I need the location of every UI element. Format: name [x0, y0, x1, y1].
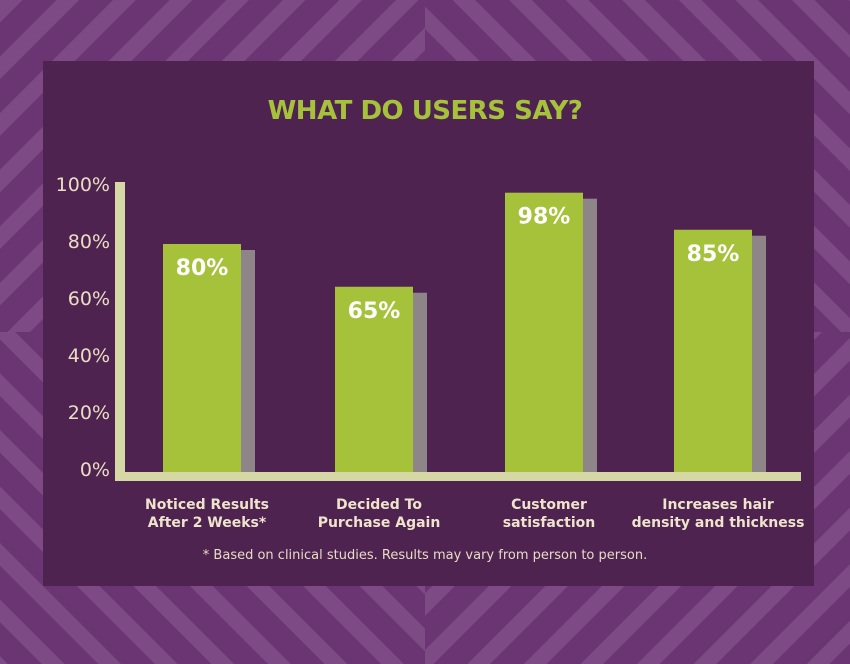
x-category-label-line: Noticed Results — [145, 497, 269, 513]
x-category-label: Decided To Purchase Again — [284, 496, 474, 532]
x-category-label-line: After 2 Weeks* — [147, 515, 267, 531]
x-category-label-line: Purchase Again — [317, 515, 441, 531]
bar-value-label: 80% — [176, 256, 229, 281]
x-category-label-line: satisfaction — [502, 515, 596, 531]
bar-value-label: 65% — [348, 299, 401, 324]
y-axis-line — [115, 182, 125, 478]
y-tick-label: 100% — [55, 174, 110, 196]
bar-value-label: 98% — [518, 205, 571, 230]
bar — [505, 192, 583, 472]
x-category-label: Customer satisfaction — [454, 496, 644, 532]
y-tick-label: 60% — [67, 288, 110, 310]
bar-value-label: 85% — [687, 242, 740, 267]
bar — [163, 244, 241, 472]
bar — [335, 286, 413, 472]
y-tick-label: 40% — [67, 345, 110, 367]
x-category-label-line: Decided To — [336, 497, 422, 513]
bar — [674, 229, 752, 472]
x-category-label: Increases hair density and thickness — [623, 496, 813, 532]
y-tick-label: 0% — [79, 459, 110, 481]
x-category-label-line: Increases hair — [662, 497, 774, 513]
chart-title: WHAT DO USERS SAY? — [267, 96, 583, 126]
y-tick-label: 20% — [67, 402, 110, 424]
footnote: * Based on clinical studies. Results may… — [202, 548, 648, 563]
y-tick-label: 80% — [67, 231, 110, 253]
x-category-label-line: density and thickness — [631, 515, 805, 531]
x-axis-line — [115, 472, 801, 481]
x-category-label-line: Customer — [511, 497, 587, 513]
x-category-label: Noticed Results After 2 Weeks* — [112, 496, 302, 532]
